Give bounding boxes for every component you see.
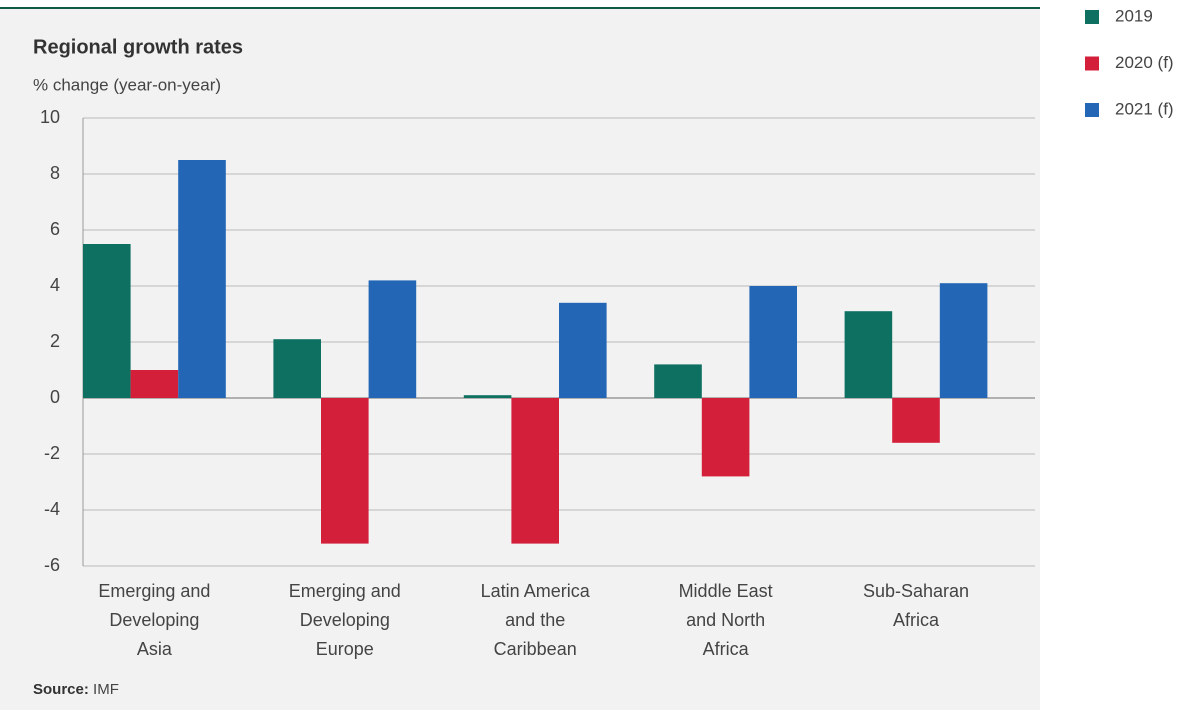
source-text: IMF bbox=[93, 681, 119, 698]
bar bbox=[654, 364, 702, 398]
x-tick-label: Developing bbox=[109, 610, 199, 630]
x-tick-label: Africa bbox=[703, 639, 750, 659]
bar bbox=[83, 244, 131, 398]
legend-swatch bbox=[1085, 103, 1099, 117]
legend-label: 2019 bbox=[1115, 6, 1153, 25]
source-label: Source: bbox=[33, 681, 89, 698]
bar bbox=[321, 398, 369, 544]
y-tick-label: 6 bbox=[50, 219, 60, 239]
bar bbox=[559, 302, 607, 398]
y-tick-label: 4 bbox=[50, 275, 60, 295]
bar bbox=[749, 286, 797, 398]
source: Source: IMF bbox=[33, 681, 119, 698]
x-tick-label: and North bbox=[686, 610, 765, 630]
bar bbox=[368, 280, 417, 398]
y-tick-label: 0 bbox=[50, 387, 60, 407]
x-tick-label: Emerging and bbox=[98, 581, 210, 601]
x-tick-label: and the bbox=[505, 610, 565, 630]
x-tick-label: Emerging and bbox=[289, 581, 401, 601]
x-tick-label: Sub-Saharan bbox=[863, 581, 969, 601]
x-tick-label: Developing bbox=[300, 610, 390, 630]
legend-label: 2020 (f) bbox=[1115, 53, 1174, 72]
bar bbox=[273, 339, 321, 398]
bar bbox=[463, 395, 512, 398]
legend-label: 2021 (f) bbox=[1115, 99, 1174, 118]
subtitle: % change (year-on-year) bbox=[33, 75, 221, 94]
y-tick-label: -2 bbox=[44, 443, 60, 463]
x-tick-label: Asia bbox=[137, 639, 173, 659]
y-tick-label: 2 bbox=[50, 331, 60, 351]
bar bbox=[178, 160, 226, 398]
x-tick-label: Caribbean bbox=[494, 639, 577, 659]
legend-swatch bbox=[1085, 56, 1099, 71]
y-tick-label: -6 bbox=[44, 555, 60, 575]
legend-swatch bbox=[1085, 10, 1099, 24]
bar bbox=[511, 398, 559, 544]
bar bbox=[844, 311, 893, 398]
x-tick-label: Africa bbox=[893, 610, 940, 630]
y-tick-label: -4 bbox=[44, 499, 60, 519]
x-tick-label: Latin America bbox=[481, 581, 591, 601]
chart-title: Regional growth rates bbox=[33, 36, 243, 58]
y-tick-label: 10 bbox=[40, 107, 60, 127]
x-tick-label: Europe bbox=[316, 639, 374, 659]
bar bbox=[892, 398, 940, 443]
bar bbox=[701, 398, 750, 477]
bar bbox=[939, 283, 988, 398]
x-tick-label: Middle East bbox=[679, 581, 773, 601]
y-tick-label: 8 bbox=[50, 163, 60, 183]
bar bbox=[130, 370, 179, 398]
